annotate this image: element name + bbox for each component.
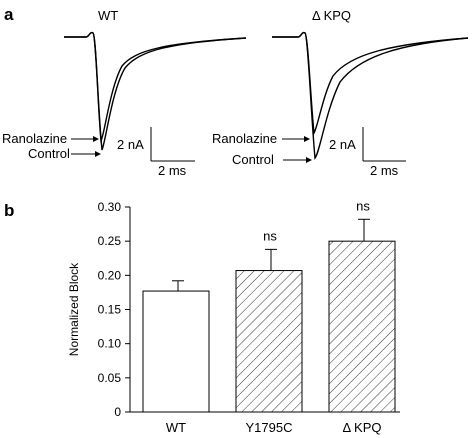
x-category-label-2: Y1795C — [246, 420, 293, 435]
x-category-label-3: Δ KPQ — [342, 420, 381, 435]
wt-scale-current-label: 2 nA — [117, 137, 144, 152]
wt-scale-bar: 2 nA 2 ms — [117, 127, 195, 178]
y-axis-title: Normalized Block — [67, 262, 81, 356]
dkpq-ranolazine-trace — [272, 31, 469, 136]
significance-label-3: ns — [356, 198, 370, 213]
y-tick-label: 0.10 — [98, 337, 122, 351]
wt-control-label: Control — [28, 146, 70, 161]
dkpq-trace-title: Δ KPQ — [312, 8, 351, 23]
panel-a-letter: a — [4, 5, 14, 24]
bar-1 — [142, 290, 210, 413]
x-category-label-1: WT — [166, 420, 186, 435]
y-tick-label: 0.15 — [98, 303, 122, 317]
wt-ranolazine-trace — [64, 31, 247, 144]
dkpq-ranolazine-arrowhead — [304, 136, 310, 142]
bar-3 — [328, 240, 396, 413]
dkpq-scale-current-label: 2 nA — [329, 137, 356, 152]
dkpq-scale-bar: 2 nA 2 ms — [329, 127, 406, 178]
bar-chart: 0 0.05 0.10 0.15 0.20 0.25 0.30 Normalized Bloc… — [67, 198, 400, 435]
wt-trace-title: WT — [98, 8, 118, 23]
dkpq-control-label: Control — [232, 152, 274, 167]
significance-label-2: ns — [263, 228, 277, 243]
y-tick-label: 0.05 — [98, 371, 122, 385]
wt-ranolazine-arrowhead — [93, 136, 99, 142]
wt-ranolazine-label: Ranolazine — [2, 131, 67, 146]
y-tick-label: 0 — [114, 405, 121, 419]
y-tick-label: 0.20 — [98, 268, 122, 282]
panel-b-letter: b — [4, 201, 14, 220]
dkpq-scale-time-label: 2 ms — [370, 163, 399, 178]
dkpq-current-traces — [272, 31, 469, 160]
dkpq-control-arrowhead — [306, 157, 312, 163]
dkpq-ranolazine-label: Ranolazine — [212, 131, 277, 146]
y-tick-label: 0.30 — [98, 200, 122, 214]
bar-2 — [235, 270, 303, 413]
wt-control-arrowhead — [95, 151, 101, 157]
y-tick-label: 0.25 — [98, 234, 122, 248]
wt-current-traces — [64, 31, 247, 151]
wt-scale-time-label: 2 ms — [158, 163, 187, 178]
